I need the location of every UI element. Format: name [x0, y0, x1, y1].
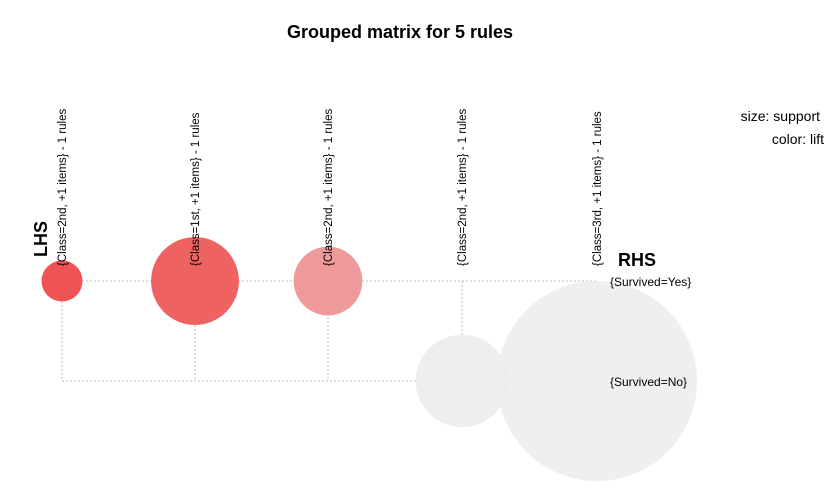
lhs-axis-title: LHS	[31, 221, 51, 257]
rhs-axis-title: RHS	[618, 250, 656, 270]
rule-bubble	[41, 260, 83, 302]
legend-size-text: size: support	[741, 108, 820, 124]
rule-bubble	[293, 246, 363, 316]
legend-color-text: color: lift	[772, 131, 824, 147]
column-label: {Class=2nd, +1 items} - 1 rules	[457, 109, 469, 266]
column-label: {Class=1st, +1 items} - 1 rules	[190, 112, 202, 266]
bubble-layer	[41, 237, 697, 481]
rule-bubble	[497, 281, 697, 481]
column-label: {Class=2nd, +1 items} - 1 rules	[323, 109, 335, 266]
column-label: {Class=2nd, +1 items} - 1 rules	[57, 109, 69, 266]
column-labels: {Class=2nd, +1 items} - 1 rules {Class=1s…	[57, 109, 604, 266]
rule-bubble	[151, 237, 239, 325]
chart-title: Grouped matrix for 5 rules	[287, 22, 513, 42]
row-labels: {Survived=Yes} {Survived=No}	[610, 275, 691, 389]
row-label: {Survived=Yes}	[610, 275, 691, 289]
row-label: {Survived=No}	[610, 375, 687, 389]
rule-bubble	[415, 334, 509, 428]
column-label: {Class=3rd, +1 items} - 1 rules	[592, 111, 604, 266]
